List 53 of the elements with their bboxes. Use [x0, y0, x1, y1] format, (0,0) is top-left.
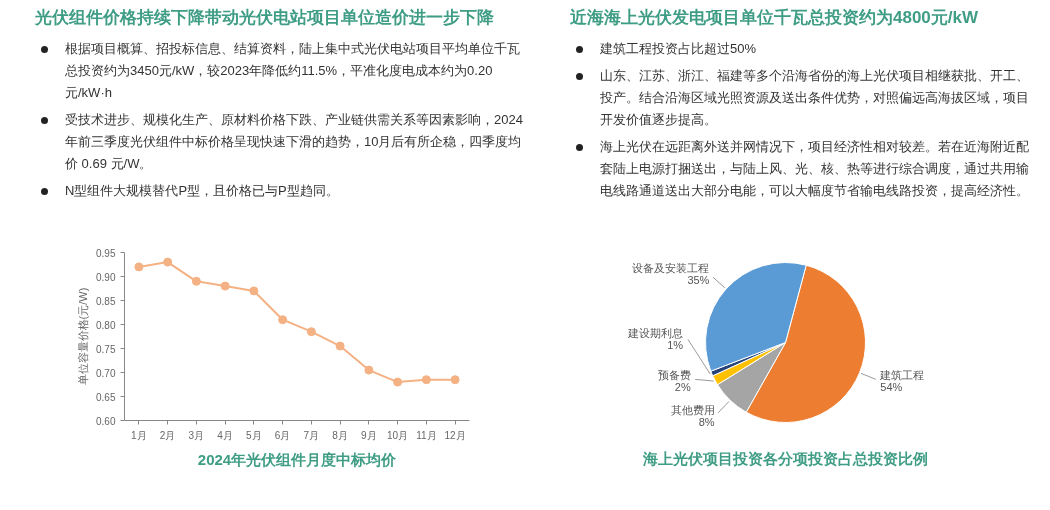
point [335, 341, 345, 351]
text: 山东、江苏、浙江、福建等多个沿海省份的海上光伏项目相继获批、开工、投产。结合沿海区域光照资源及送出条件优势，对照偏远高海拔区域，项目开发价值逐步提高。 [600, 68, 1029, 128]
y-tick-label: 0.85 [96, 295, 116, 307]
point [163, 257, 173, 267]
slice-label: 建设期利息 [627, 327, 684, 340]
data-label: 1% [667, 339, 684, 352]
point [393, 377, 403, 387]
point [364, 365, 374, 375]
point [306, 327, 316, 337]
x-tick-label: 5月 [246, 429, 262, 441]
y-tick-label: 0.70 [96, 367, 116, 379]
chart-title: 光伏组件价格持续下降带动光伏电站项目单位造价进一步下降 [35, 7, 495, 29]
text: 根据项目概算、招投标信息、结算资料，陆上集中式光伏电站项目平均单位千瓦总投资约为3450元/kW，较2023年降低约11.5%，平准化度电成本约为0.20元/kW·h [65, 41, 520, 101]
x-tick-label: 12月 [444, 429, 466, 441]
x-tick-label: 7月 [303, 429, 320, 441]
point [249, 286, 259, 296]
data-label: 54% [880, 381, 903, 394]
point [134, 262, 144, 272]
slice-label: 建筑工程 [879, 369, 925, 382]
y-tick-label: 0.90 [96, 271, 116, 283]
text: N型组件大规模替代P型，且价格已与P型趋同。 [65, 183, 339, 199]
x-tick-label: 11月 [416, 429, 437, 441]
slice-label: 预备费 [657, 369, 691, 382]
y-tick-label: 0.95 [96, 247, 116, 259]
x-tick-label: 9月 [361, 429, 377, 441]
y-tick-label: 0.75 [96, 343, 116, 355]
x-tick-label: 10月 [387, 429, 409, 441]
y-tick-label: 0.80 [96, 319, 116, 331]
text: 受技术进步、规模化生产、原材料价格下跌、产业链供需关系等因素影响，2024年前三季度光伏组件中标价格呈现快速下滑的趋势，10月后有所企稳，四季度均价 0.69 元/W。 [65, 112, 523, 172]
slice-label: 设备及安装工程 [632, 261, 710, 274]
x-tick-label: 4月 [217, 429, 233, 441]
y-tick-label: 0.60 [96, 415, 116, 427]
text: 海上光伏在远距离外送并网情况下，项目经济性相对较差。若在近海附近配套陆上电源打捆送出，与陆上风、光、核、热等进行综合调度，通过共用输电线路通道送出大部分电能，可以大幅度节省输电线路投资，提高经济性。 [600, 139, 1029, 199]
point [450, 375, 460, 385]
x-tick-label: 2月 [159, 429, 176, 441]
point [421, 375, 431, 385]
slice-label: 其他费用 [670, 404, 715, 417]
x-tick-label: 3月 [188, 429, 205, 441]
x-tick-label: 8月 [332, 429, 348, 441]
data-label: 35% [687, 273, 710, 286]
point [278, 315, 288, 325]
y-axis-title: 单位容量价格(元/W) [77, 287, 90, 386]
data-label: 8% [698, 416, 715, 429]
chart-title: 近海海上光伏发电项目单位千瓦总投资约为4800元/kW [570, 7, 980, 29]
text: 海上光伏项目投资各分项投资占总投资比例 [642, 449, 928, 467]
data-label: 2% [674, 381, 691, 394]
point [191, 276, 201, 286]
y-tick-label: 0.65 [96, 391, 116, 403]
x-tick-label: 1月 [131, 429, 147, 441]
text: 建筑工程投资占比超过50% [600, 41, 757, 57]
text: 2024年光伏组件月度中标均价 [197, 450, 398, 468]
point [220, 281, 230, 291]
x-tick-label: 6月 [274, 429, 291, 441]
